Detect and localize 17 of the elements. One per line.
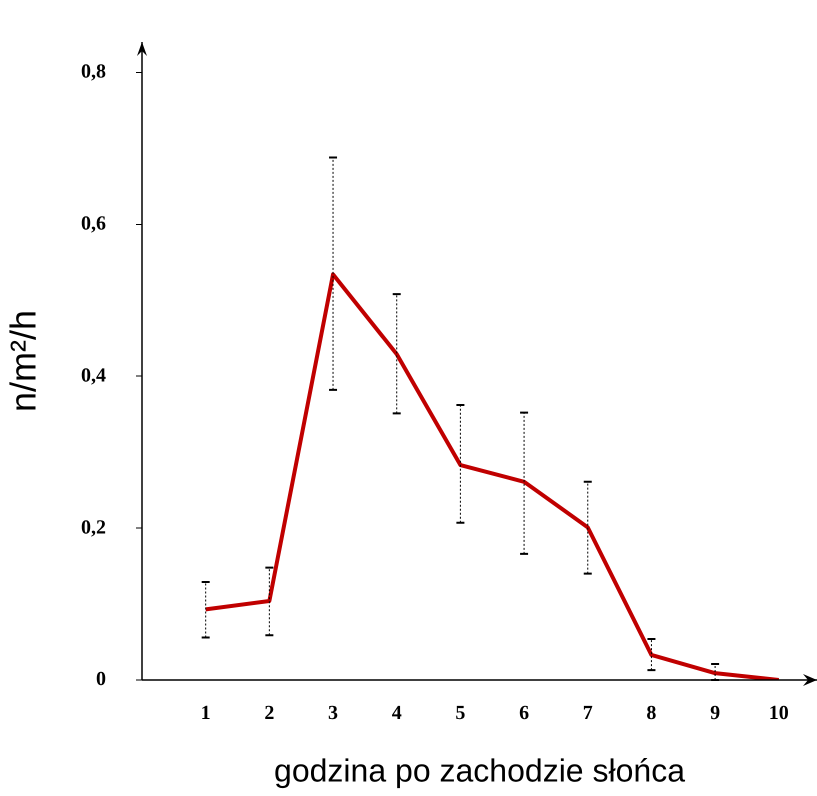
y-tick-label: 0,4 [81, 364, 106, 386]
y-tick-label: 0,8 [81, 60, 106, 83]
y-axis-title: n/m²/h [2, 310, 44, 412]
x-tick-label: 8 [646, 702, 656, 724]
x-tick-label: 1 [200, 702, 211, 724]
x-axis-title: godzina po zachodzie słońca [274, 752, 686, 789]
x-tick-label: 4 [392, 702, 402, 724]
x-tick-label: 3 [328, 702, 338, 724]
x-tick-label: 9 [710, 702, 720, 724]
y-tick-label: 0 [96, 668, 106, 690]
y-tick-label: 0,6 [81, 212, 106, 234]
y-tick-label: 0,2 [81, 516, 106, 538]
x-tick-label: 2 [264, 702, 274, 724]
x-tick-label: 5 [455, 702, 466, 724]
x-tick-label: 10 [768, 702, 789, 724]
x-tick-label: 6 [519, 702, 530, 724]
x-tick-label: 7 [582, 702, 593, 724]
